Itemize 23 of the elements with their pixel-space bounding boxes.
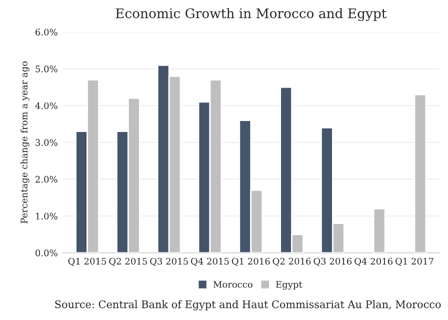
x-tick-label: Q1 2017 <box>396 258 434 266</box>
y-tick-label: 3.0% <box>36 139 58 146</box>
legend-label: Egypt <box>276 281 302 290</box>
chart-title: Economic Growth in Morocco and Egypt <box>116 8 387 22</box>
y-tick-label: 6.0% <box>36 28 58 36</box>
bar <box>414 94 427 253</box>
x-tick-label: Q4 2016 <box>354 258 393 266</box>
x-tick-label: Q4 2015 <box>190 258 229 266</box>
bar <box>372 208 386 253</box>
y-tick-label: 2.0% <box>36 176 58 183</box>
y-tick-label: 0.0% <box>36 250 58 256</box>
x-tick-label: Q2 2015 <box>109 258 147 266</box>
legend-label: Morocco <box>213 281 252 288</box>
x-tick-label: Q3 2015 <box>150 258 188 266</box>
y-tick-label: 5.0% <box>36 66 58 72</box>
y-tick-label: 1.0% <box>36 212 58 220</box>
y-tick-label: 4.0% <box>35 102 58 110</box>
x-tick-label: Q1 2015 <box>68 258 106 266</box>
x-tick-label: Q1 2016 <box>232 258 270 266</box>
source-note: Source: Central Bank of Egypt and Haut Commissariat Au Plan, Morocco <box>55 300 441 310</box>
y-axis-title: Percentage change from a year ago <box>20 61 30 224</box>
x-tick-label: Q2 2016 <box>272 258 311 266</box>
x-tick-label: Q3 2016 <box>314 258 352 266</box>
